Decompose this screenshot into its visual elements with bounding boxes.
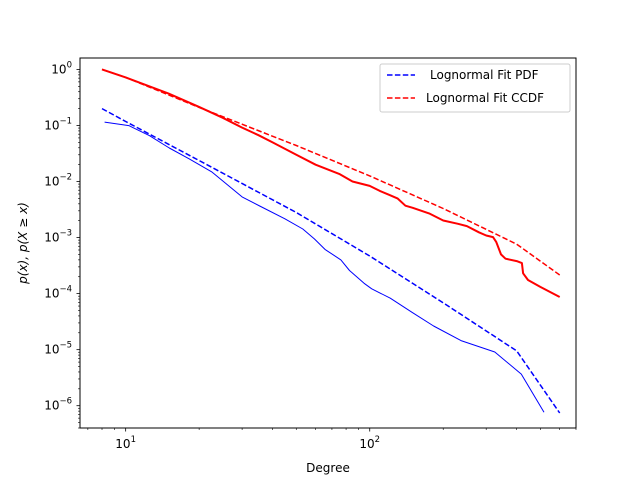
- plot-area: [101, 68, 561, 414]
- y-tick-label: 10−2: [44, 173, 72, 189]
- y-tick-label: 10−1: [44, 116, 72, 132]
- series-line-fit-ccdf: [101, 68, 561, 276]
- series-line-fit-pdf: [101, 107, 561, 414]
- y-tick-label: 100: [51, 60, 72, 76]
- legend-label-ccdf-fit: Lognormal Fit CCDF: [426, 91, 544, 105]
- legend-label-pdf-fit: Lognormal Fit PDF: [430, 68, 539, 82]
- legend-box: [379, 63, 571, 113]
- series-line-empirical-pdf: [104, 121, 545, 413]
- y-tick-label: 10−6: [44, 397, 72, 413]
- y-axis-label: p(x), p(X ≥ x): [16, 202, 30, 285]
- y-tick-label: 10−3: [44, 229, 72, 245]
- series-layer: [101, 68, 561, 414]
- y-tick-label: 10−4: [44, 285, 72, 301]
- series-line-empirical-ccdf: [101, 68, 561, 298]
- y-tick-label: 10−5: [44, 341, 72, 357]
- x-tick-label: 102: [359, 435, 380, 451]
- x-tick-label: 101: [115, 435, 136, 451]
- x-axis-ticks: 101 102: [87, 428, 577, 451]
- x-axis-label: Degree: [306, 461, 350, 475]
- y-axis-ticks: 100 10−1 10−2 10−3 10−4 10−5 10−6: [44, 60, 80, 429]
- legend: Lognormal Fit PDF Lognormal Fit CCDF: [379, 63, 571, 113]
